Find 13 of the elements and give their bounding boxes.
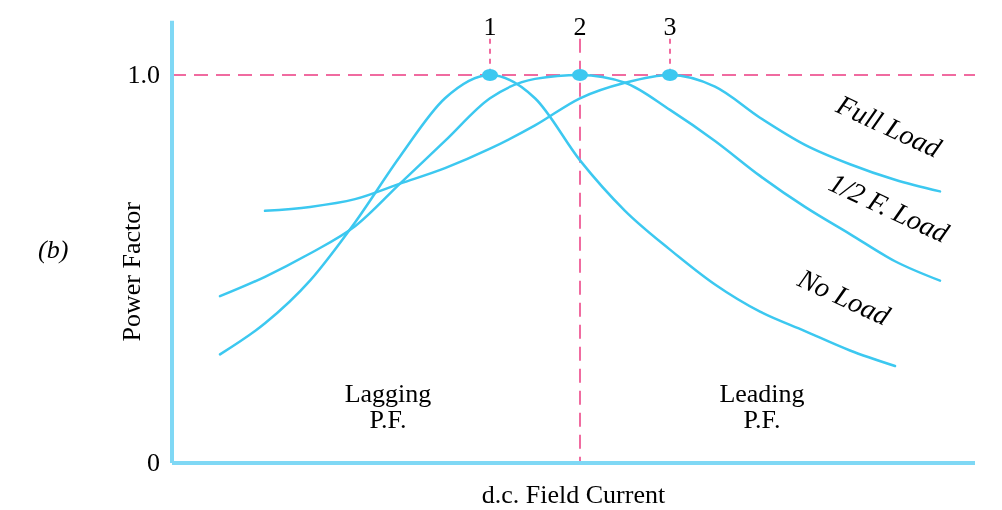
text: (b) [38, 235, 69, 264]
annotation: 2 [573, 11, 587, 41]
y-tick-label: 0 [147, 448, 160, 477]
x-axis-title: d.c. Field Current [481, 480, 666, 509]
text: Full Load [831, 88, 947, 165]
y-tick-label: 1.0 [127, 60, 160, 89]
text: 1/2 F. Load [824, 166, 955, 250]
text: No Load [792, 261, 896, 332]
annotation: 3 [663, 11, 677, 41]
annotation: Leading P.F. [719, 379, 805, 434]
y-axis-title: Power Factor [117, 201, 146, 342]
annotation: 1 [483, 11, 497, 41]
annotation: Lagging P.F. [344, 379, 432, 434]
